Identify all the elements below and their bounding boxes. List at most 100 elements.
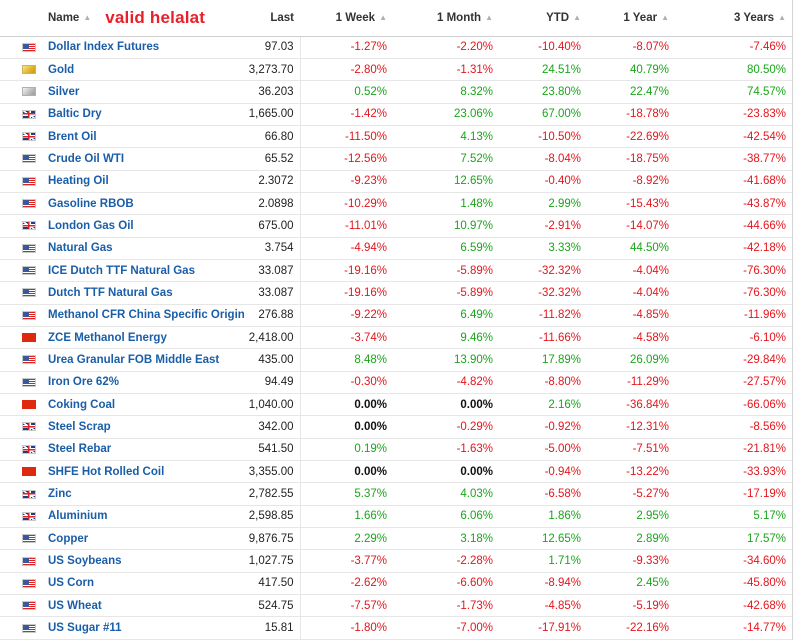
sort-arrows-icon[interactable]: ▲︎: [379, 13, 387, 23]
table-row[interactable]: Silver 36.203 0.52% 8.32% 23.80% 22.47% 74.57%: [0, 80, 792, 104]
instrument-link[interactable]: London Gas Oil: [48, 219, 134, 232]
year1-change-cell: -4.04%: [587, 259, 675, 283]
table-row[interactable]: Copper 9,876.75 2.29% 3.18% 12.65% 2.89% 17.57…: [0, 527, 792, 551]
years3-change-cell: -42.68%: [675, 594, 792, 618]
table-row[interactable]: Baltic Dry 1,665.00 -1.42% 23.06% 67.00% -18.…: [0, 103, 792, 126]
table-row[interactable]: Urea Granular FOB Middle East 435.00 8.48%…: [0, 348, 792, 372]
name-cell: Gold: [46, 58, 244, 82]
instrument-link[interactable]: Steel Scrap: [48, 421, 111, 434]
cn-flag-icon: [22, 467, 36, 477]
ytd-change-cell: -0.40%: [499, 170, 587, 193]
last-price-cell: 15.81: [244, 616, 301, 640]
instrument-link[interactable]: US Sugar #11: [48, 622, 122, 635]
us-flag-icon: [22, 623, 36, 633]
table-row[interactable]: Heating Oil 2.3072 -9.23% 12.65% -0.40% -8.92…: [0, 170, 792, 193]
sort-arrows-icon[interactable]: ▲︎: [778, 13, 786, 23]
year1-column-header[interactable]: 1 Year ▲︎: [587, 0, 675, 37]
table-row[interactable]: Zinc 2,782.55 5.37% 4.03% -6.58% -5.27% -17.19…: [0, 482, 792, 506]
table-row[interactable]: Methanol CFR China Specific Origin 276.88…: [0, 304, 792, 327]
table-row[interactable]: Natural Gas 3.754 -4.94% 6.59% 3.33% 44.50% -4…: [0, 237, 792, 260]
name-cell: Baltic Dry: [46, 103, 244, 126]
instrument-link[interactable]: Iron Ore 62%: [48, 376, 119, 389]
uk-flag-icon: [22, 489, 36, 499]
instrument-link[interactable]: Baltic Dry: [48, 108, 102, 121]
instrument-link[interactable]: ICE Dutch TTF Natural Gas: [48, 264, 195, 277]
table-row[interactable]: US Corn 417.50 -2.62% -6.60% -8.94% 2.45% -45.…: [0, 572, 792, 596]
instrument-link[interactable]: Urea Granular FOB Middle East: [48, 353, 220, 366]
table-row[interactable]: US Soybeans 1,027.75 -3.77% -2.28% 1.71% -9.3…: [0, 549, 792, 573]
sort-arrows-icon[interactable]: ▲︎: [485, 13, 493, 23]
us-flag-icon: [22, 266, 36, 276]
instrument-link[interactable]: Silver: [48, 85, 80, 98]
last-price-cell: 94.49: [244, 371, 301, 395]
instrument-link[interactable]: Aluminium: [48, 510, 108, 523]
week1-column-label: 1 Week: [335, 11, 376, 24]
name-cell: Gasoline RBOB: [46, 192, 244, 216]
table-row[interactable]: Aluminium 2,598.85 1.66% 6.06% 1.86% 2.95% 5.1…: [0, 505, 792, 529]
instrument-link[interactable]: Steel Rebar: [48, 443, 112, 456]
years3-change-cell: -66.06%: [675, 393, 792, 417]
table-row[interactable]: Crude Oil WTI 65.52 -12.56% 7.52% -8.04% -18.…: [0, 147, 792, 171]
name-cell: US Wheat: [46, 594, 244, 618]
us-flag-icon: [22, 534, 36, 544]
table-row[interactable]: Gasoline RBOB 2.0898 -10.29% 1.48% 2.99% -15.…: [0, 192, 792, 216]
instrument-link[interactable]: Methanol CFR China Specific Origin: [48, 309, 244, 322]
last-price-cell: 36.203: [244, 80, 301, 104]
ytd-column-header[interactable]: YTD ▲︎: [499, 0, 587, 37]
table-row[interactable]: Iron Ore 62% 94.49 -0.30% -4.82% -8.80% -11.2…: [0, 371, 792, 395]
header-row: Name ▲︎ valid helalat Last 1 Week ▲︎ 1 Mont…: [0, 0, 792, 37]
table-row[interactable]: SHFE Hot Rolled Coil 3,355.00 0.00% 0.00% -0…: [0, 460, 792, 484]
years3-change-cell: -11.96%: [675, 304, 792, 327]
years3-column-header[interactable]: 3 Years ▲︎: [675, 0, 792, 37]
instrument-link[interactable]: SHFE Hot Rolled Coil: [48, 465, 165, 478]
last-column-header[interactable]: Last: [244, 0, 300, 37]
instrument-link[interactable]: US Wheat: [48, 599, 102, 612]
flag-cell: [0, 527, 46, 551]
table-row[interactable]: Dutch TTF Natural Gas 33.087 -19.16% -5.89%…: [0, 281, 792, 305]
table-row[interactable]: Gold 3,273.70 -2.80% -1.31% 24.51% 40.79% 80.5…: [0, 58, 792, 82]
instrument-link[interactable]: Heating Oil: [48, 175, 109, 188]
last-price-cell: 435.00: [244, 348, 301, 372]
table-row[interactable]: ZCE Methanol Energy 2,418.00 -3.74% 9.46% -1…: [0, 326, 792, 350]
instrument-link[interactable]: Gold: [48, 63, 75, 76]
week1-column-header[interactable]: 1 Week ▲︎: [300, 0, 393, 37]
instrument-link[interactable]: US Soybeans: [48, 555, 122, 568]
instrument-link[interactable]: US Corn: [48, 577, 94, 590]
month1-change-cell: 10.97%: [393, 214, 499, 238]
table-row[interactable]: ICE Dutch TTF Natural Gas 33.087 -19.16% -5…: [0, 259, 792, 283]
sort-arrows-icon[interactable]: ▲︎: [573, 13, 581, 23]
instrument-link[interactable]: Dollar Index Futures: [48, 41, 160, 54]
year1-change-cell: -4.04%: [587, 281, 675, 305]
flag-cell: [0, 192, 46, 216]
table-row[interactable]: Coking Coal 1,040.00 0.00% 0.00% 2.16% -36.84…: [0, 393, 792, 417]
instrument-link[interactable]: Gasoline RBOB: [48, 197, 134, 210]
name-cell: Natural Gas: [46, 237, 244, 260]
instrument-link[interactable]: Crude Oil WTI: [48, 152, 125, 165]
instrument-link[interactable]: Natural Gas: [48, 242, 113, 255]
sort-arrows-icon[interactable]: ▲︎: [661, 13, 669, 23]
week1-change-cell: -3.77%: [300, 549, 393, 573]
sort-arrows-icon[interactable]: ▲︎: [83, 13, 92, 23]
table-row[interactable]: Steel Rebar 541.50 0.19% -1.63% -5.00% -7.51%…: [0, 438, 792, 462]
instrument-link[interactable]: Brent Oil: [48, 130, 97, 143]
name-column-header[interactable]: Name ▲︎ valid helalat: [46, 0, 244, 37]
table-row[interactable]: US Wheat 524.75 -7.57% -1.73% -4.85% -5.19% -4…: [0, 594, 792, 618]
name-cell: Steel Scrap: [46, 415, 244, 439]
instrument-link[interactable]: Copper: [48, 532, 89, 545]
month1-change-cell: -5.89%: [393, 259, 499, 283]
us-flag-icon: [22, 199, 36, 209]
flag-cell: [0, 103, 46, 126]
table-row[interactable]: Dollar Index Futures 97.03 -1.27% -2.20% -10…: [0, 36, 792, 59]
table-row[interactable]: US Sugar #11 15.81 -1.80% -7.00% -17.91% -22.…: [0, 616, 792, 640]
instrument-link[interactable]: ZCE Methanol Energy: [48, 331, 167, 344]
table-row[interactable]: Steel Scrap 342.00 0.00% -0.29% -0.92% -12.31…: [0, 415, 792, 439]
table-row[interactable]: Brent Oil 66.80 -11.50% 4.13% -10.50% -22.69%…: [0, 125, 792, 149]
instrument-link[interactable]: Dutch TTF Natural Gas: [48, 286, 173, 299]
instrument-link[interactable]: Coking Coal: [48, 398, 116, 411]
instrument-link[interactable]: Zinc: [48, 488, 72, 501]
flag-cell: [0, 549, 46, 573]
table-row[interactable]: London Gas Oil 675.00 -11.01% 10.97% -2.91% -…: [0, 214, 792, 238]
month1-column-header[interactable]: 1 Month ▲︎: [393, 0, 499, 37]
